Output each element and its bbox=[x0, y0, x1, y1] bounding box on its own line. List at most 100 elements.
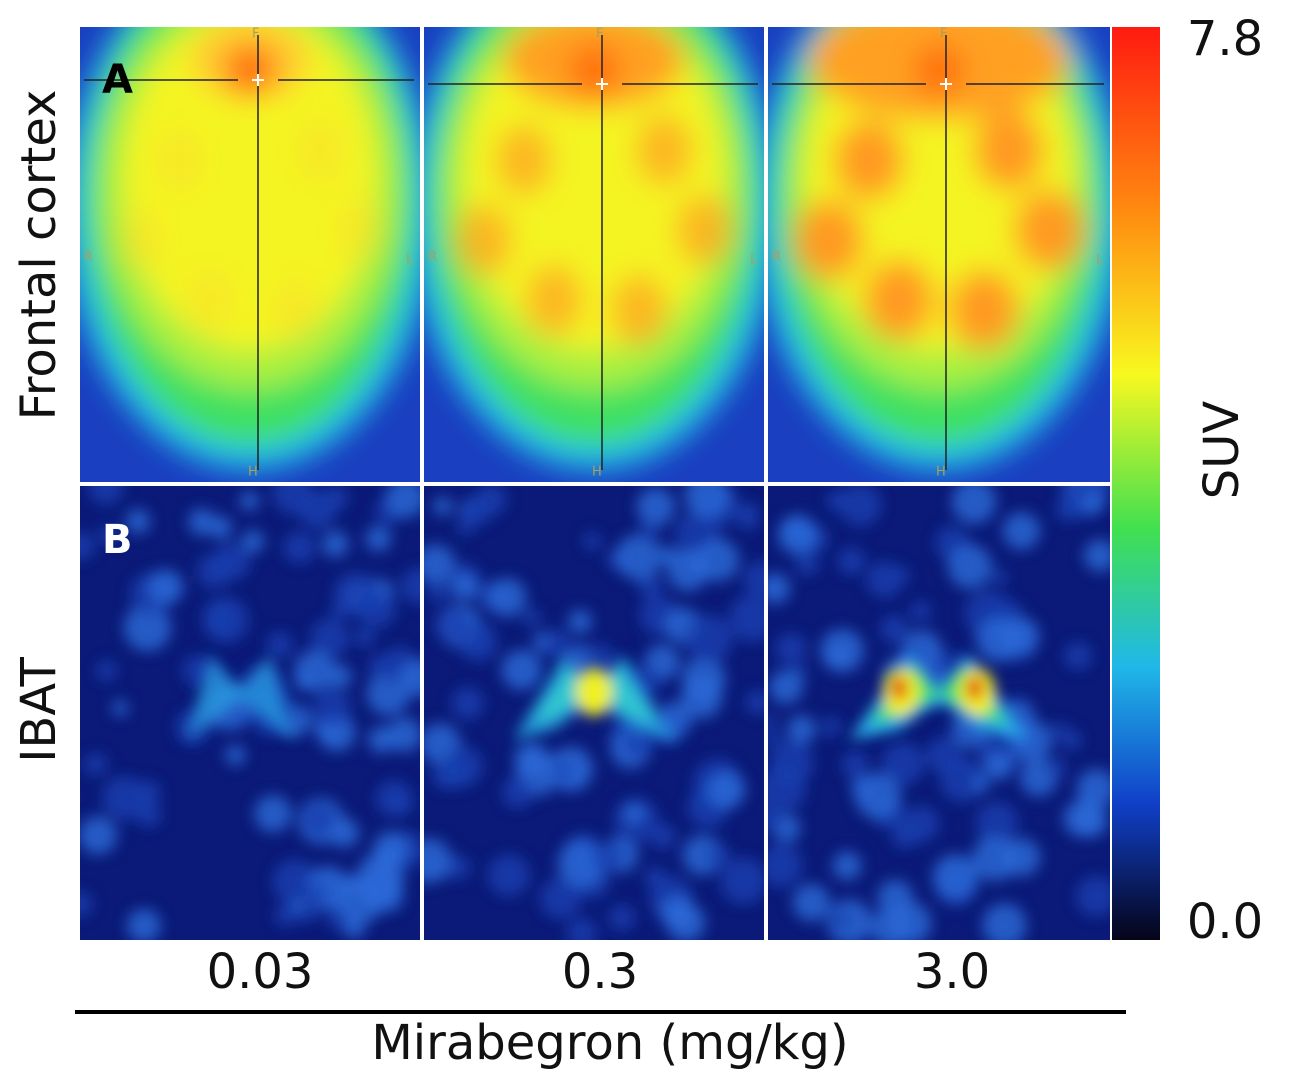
orientation-label: R bbox=[428, 250, 437, 265]
speckle bbox=[80, 816, 118, 855]
orientation-label: R bbox=[84, 250, 93, 265]
speckle bbox=[204, 600, 232, 629]
speckle bbox=[304, 882, 327, 905]
speckle bbox=[593, 842, 624, 873]
uptake bbox=[186, 655, 294, 740]
speckle bbox=[266, 631, 293, 659]
column-label: 0.03 bbox=[207, 944, 314, 1000]
brain-image: F H R L bbox=[768, 27, 1110, 482]
orientation-label: L bbox=[406, 253, 414, 268]
speckle bbox=[706, 843, 730, 867]
speckle bbox=[963, 763, 981, 781]
speckle bbox=[737, 508, 760, 530]
blob bbox=[974, 110, 1044, 190]
speckle bbox=[636, 487, 676, 526]
speckle bbox=[95, 660, 117, 682]
speckle bbox=[431, 759, 462, 790]
speckle bbox=[1076, 768, 1110, 809]
speckle bbox=[583, 532, 602, 551]
speckle bbox=[112, 700, 129, 717]
speckle bbox=[294, 649, 336, 692]
blob bbox=[225, 45, 275, 95]
speckle bbox=[487, 577, 527, 617]
speckle bbox=[839, 486, 882, 526]
speckle bbox=[147, 569, 184, 606]
ibat-image bbox=[424, 486, 764, 940]
speckle bbox=[775, 633, 807, 665]
colorbar-label: SUV bbox=[1194, 401, 1250, 500]
panel-letter: B bbox=[102, 517, 133, 563]
speckle bbox=[424, 544, 456, 585]
speckle bbox=[136, 801, 162, 827]
speckle bbox=[707, 770, 746, 809]
speckle bbox=[427, 580, 450, 603]
orientation-label: H bbox=[936, 465, 946, 480]
blob bbox=[455, 204, 513, 276]
speckle bbox=[667, 549, 710, 592]
speckle bbox=[615, 534, 662, 581]
speckle bbox=[650, 823, 676, 850]
blob bbox=[337, 198, 383, 262]
blob bbox=[157, 128, 203, 192]
speckle bbox=[568, 609, 593, 634]
blob bbox=[1014, 190, 1084, 270]
speckle bbox=[312, 689, 351, 728]
uptake bbox=[849, 655, 1029, 740]
blob bbox=[272, 278, 318, 342]
uptake bbox=[513, 655, 675, 740]
speckle bbox=[123, 603, 172, 652]
speckle bbox=[983, 750, 1013, 781]
speckle bbox=[1051, 722, 1068, 739]
hot-spot bbox=[967, 676, 983, 700]
speckle bbox=[881, 742, 925, 785]
speckle bbox=[1083, 539, 1110, 572]
speckle bbox=[854, 772, 902, 819]
speckle bbox=[1083, 493, 1104, 514]
speckle bbox=[866, 561, 903, 598]
speckle bbox=[991, 569, 1008, 586]
speckle bbox=[552, 762, 571, 781]
speckle bbox=[795, 552, 819, 576]
speckle bbox=[972, 775, 990, 793]
speckle bbox=[372, 845, 400, 873]
noise bbox=[80, 486, 420, 940]
speckle bbox=[932, 854, 978, 900]
speckle bbox=[1046, 757, 1067, 777]
colorbar-max: 7.8 bbox=[1187, 11, 1263, 67]
blob bbox=[569, 45, 619, 95]
speckle bbox=[644, 866, 667, 889]
speckle bbox=[424, 838, 452, 884]
colorbar-min: 0.0 bbox=[1187, 894, 1263, 950]
speckle bbox=[768, 669, 804, 705]
speckle bbox=[391, 792, 413, 815]
speckle bbox=[769, 741, 814, 785]
speckle bbox=[188, 508, 216, 536]
heat bbox=[768, 27, 1110, 470]
noise bbox=[424, 486, 764, 940]
speckle bbox=[877, 879, 914, 916]
axis-title: Mirabegron (mg/kg) bbox=[371, 1015, 848, 1071]
speckle bbox=[433, 496, 453, 516]
speckle bbox=[400, 567, 420, 604]
speckle bbox=[387, 717, 420, 753]
speckle bbox=[728, 594, 764, 642]
speckle bbox=[1002, 512, 1041, 550]
orientation-label: H bbox=[592, 465, 602, 480]
panel-letter: A bbox=[102, 57, 133, 103]
speckle bbox=[820, 628, 865, 673]
orientation-label: L bbox=[1096, 253, 1104, 268]
orientation-label: H bbox=[248, 465, 258, 480]
blob bbox=[495, 124, 553, 196]
speckle bbox=[566, 918, 597, 940]
speckle bbox=[768, 804, 783, 833]
speckle bbox=[125, 509, 151, 534]
blob bbox=[675, 194, 733, 266]
column-label: 3.0 bbox=[914, 944, 990, 1000]
colorbar bbox=[1112, 27, 1160, 940]
row-label: IBAT bbox=[11, 657, 67, 763]
speckle bbox=[541, 629, 571, 659]
speckle bbox=[136, 780, 161, 805]
blob bbox=[949, 270, 1019, 350]
blob bbox=[525, 264, 583, 336]
